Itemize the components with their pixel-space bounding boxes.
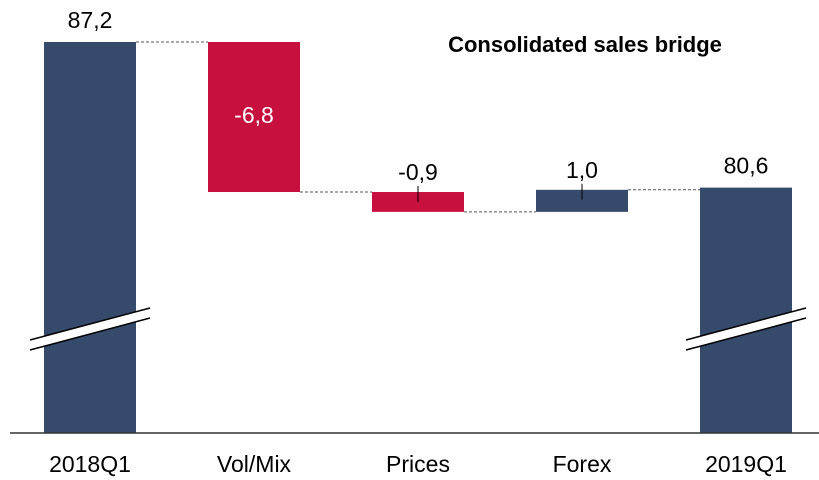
bar	[536, 189, 628, 212]
bar	[700, 187, 792, 433]
axis-break-line	[685, 307, 807, 341]
chart-title: Consolidated sales bridge	[448, 32, 722, 57]
value-label: 87,2	[68, 7, 113, 33]
value-label: -0,9	[398, 159, 438, 185]
axis-break	[30, 308, 150, 350]
bar	[44, 42, 136, 433]
x-tick-label: 2018Q1	[49, 451, 131, 477]
value-label: -6,8	[234, 102, 274, 128]
value-label: 80,6	[724, 153, 769, 179]
axis-break	[686, 308, 806, 350]
x-tick-label: 2019Q1	[705, 451, 787, 477]
value-label: 1,0	[566, 157, 598, 183]
x-tick-label: Prices	[386, 451, 450, 477]
axis-break-line	[29, 307, 151, 341]
bar	[208, 42, 300, 193]
x-tick-label: Vol/Mix	[217, 451, 292, 477]
x-tick-label: Forex	[553, 451, 612, 477]
axis-break-line	[29, 317, 151, 351]
axis-break-line	[685, 317, 807, 351]
